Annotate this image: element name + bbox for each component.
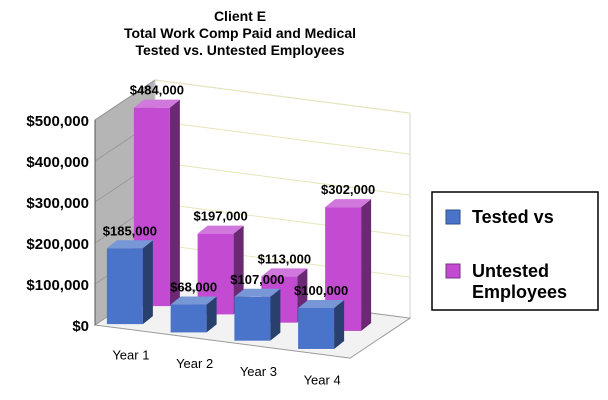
data-label: $484,000 xyxy=(130,83,184,98)
y-tick-label: $300,000 xyxy=(26,195,89,212)
bars xyxy=(106,99,372,349)
bar-tested xyxy=(106,240,153,325)
bar-side xyxy=(334,299,345,349)
y-tick-label: $200,000 xyxy=(26,236,89,253)
x-tick-label: Year 1 xyxy=(112,348,149,363)
gridline xyxy=(154,120,411,155)
y-axis-ticks: $0 $100,000 $200,000 $300,000 $400,000 $500,0… xyxy=(26,113,96,335)
legend-swatch-tested xyxy=(445,209,461,225)
chart-title-line-2: Total Work Comp Paid and Medical xyxy=(123,25,357,41)
legend-label-untested: Untested Employees xyxy=(472,261,567,302)
data-labels: $484,000 $197,000 $113,000 $302,000 $185,000… xyxy=(103,83,375,298)
x-tick-label: Year 2 xyxy=(176,356,213,371)
bar-tested xyxy=(170,296,217,333)
legend-label-untested-line-2: Employees xyxy=(472,282,567,302)
bar-top xyxy=(261,268,308,277)
bar-side xyxy=(361,199,372,331)
chart-title-line-3: Tested vs. Untested Employees xyxy=(135,42,345,58)
data-label: $197,000 xyxy=(194,209,248,224)
y-tick-label: $400,000 xyxy=(26,154,89,171)
gridline xyxy=(154,161,411,196)
bar-tested xyxy=(298,299,345,349)
data-label: $100,000 xyxy=(294,283,348,298)
data-label: $113,000 xyxy=(258,251,312,266)
bar-top xyxy=(133,99,180,108)
bar-front xyxy=(170,304,207,333)
bar-front xyxy=(298,307,335,349)
y-tick-label: $0 xyxy=(72,318,89,335)
chart-title-line-1: Client E xyxy=(213,8,267,24)
bar-side xyxy=(169,99,180,307)
bar-top xyxy=(106,240,153,249)
bar-front xyxy=(234,296,271,341)
x-tick-label: Year 3 xyxy=(240,364,277,379)
bar-side xyxy=(206,296,217,333)
y-tick-label: $500,000 xyxy=(26,113,89,130)
bar-top xyxy=(298,299,345,308)
bar-top xyxy=(234,288,281,297)
x-axis-ticks: Year 1 Year 2 Year 3 Year 4 xyxy=(112,348,340,388)
side-gridline xyxy=(94,79,156,121)
bar-top xyxy=(197,225,244,234)
y-tick-label: $100,000 xyxy=(26,277,89,294)
x-tick-label: Year 4 xyxy=(304,373,341,388)
legend-label-untested-line-1: Untested xyxy=(472,261,549,281)
bar-top xyxy=(170,296,217,305)
data-label: $68,000 xyxy=(170,280,217,295)
bar-tested xyxy=(234,288,281,341)
data-label: $185,000 xyxy=(103,223,157,238)
data-label: $107,000 xyxy=(230,272,284,287)
bar-side xyxy=(270,288,281,341)
bar-front xyxy=(106,248,143,325)
gridline xyxy=(154,79,411,114)
legend-label-tested: Tested vs xyxy=(472,207,554,227)
data-label: $302,000 xyxy=(321,182,375,197)
bar-top xyxy=(325,199,372,208)
bar-side xyxy=(142,240,153,325)
legend: Tested vs Untested Employees xyxy=(431,191,599,311)
chart-title: Client E Total Work Comp Paid and Medica… xyxy=(70,8,410,59)
legend-swatch-untested xyxy=(445,263,461,279)
